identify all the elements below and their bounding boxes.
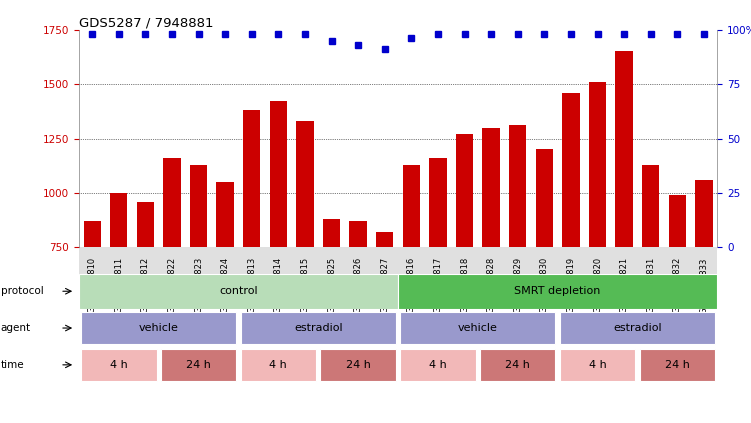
Text: agent: agent (1, 323, 31, 333)
Bar (400, 349, 475, 381)
Bar (163, 158, 180, 411)
Bar (430, 158, 447, 411)
Text: 4 h: 4 h (270, 360, 287, 370)
Bar (110, 193, 128, 411)
Bar (668, 195, 686, 411)
Text: SMRT depletion: SMRT depletion (514, 286, 601, 296)
Bar (398, 274, 717, 309)
Bar (559, 349, 635, 381)
Bar (297, 121, 314, 411)
Bar (137, 202, 154, 411)
Text: 4 h: 4 h (589, 360, 606, 370)
Bar (695, 180, 713, 411)
Bar (216, 182, 234, 411)
Text: 24 h: 24 h (345, 360, 370, 370)
Bar (589, 82, 606, 411)
Bar (83, 221, 101, 411)
Bar (642, 165, 659, 411)
Bar (456, 134, 473, 411)
Text: 24 h: 24 h (186, 360, 211, 370)
Bar (79, 274, 398, 309)
Bar (161, 349, 237, 381)
Bar (321, 349, 396, 381)
Bar (190, 165, 207, 411)
Text: control: control (219, 286, 258, 296)
Bar (270, 102, 287, 411)
Bar (243, 110, 261, 411)
Bar (616, 51, 633, 411)
Bar (323, 219, 340, 411)
Bar (376, 232, 394, 411)
Text: time: time (1, 360, 24, 370)
Bar (562, 93, 580, 411)
Bar (559, 312, 715, 344)
Bar (640, 349, 715, 381)
Bar (535, 149, 553, 411)
Bar (81, 312, 237, 344)
Bar (403, 165, 420, 411)
Bar (480, 349, 556, 381)
Text: 24 h: 24 h (505, 360, 530, 370)
Bar (400, 312, 556, 344)
Text: vehicle: vehicle (458, 323, 498, 333)
Bar (240, 312, 396, 344)
Text: vehicle: vehicle (139, 323, 179, 333)
Text: protocol: protocol (1, 286, 44, 296)
Bar (482, 128, 499, 411)
Bar (81, 349, 156, 381)
Text: estradiol: estradiol (294, 323, 342, 333)
Text: 4 h: 4 h (110, 360, 128, 370)
Text: estradiol: estradiol (613, 323, 662, 333)
Bar (509, 126, 526, 411)
Text: GDS5287 / 7948881: GDS5287 / 7948881 (79, 17, 213, 30)
Bar (349, 221, 366, 411)
Text: 4 h: 4 h (429, 360, 447, 370)
Text: 24 h: 24 h (665, 360, 689, 370)
Bar (240, 349, 316, 381)
